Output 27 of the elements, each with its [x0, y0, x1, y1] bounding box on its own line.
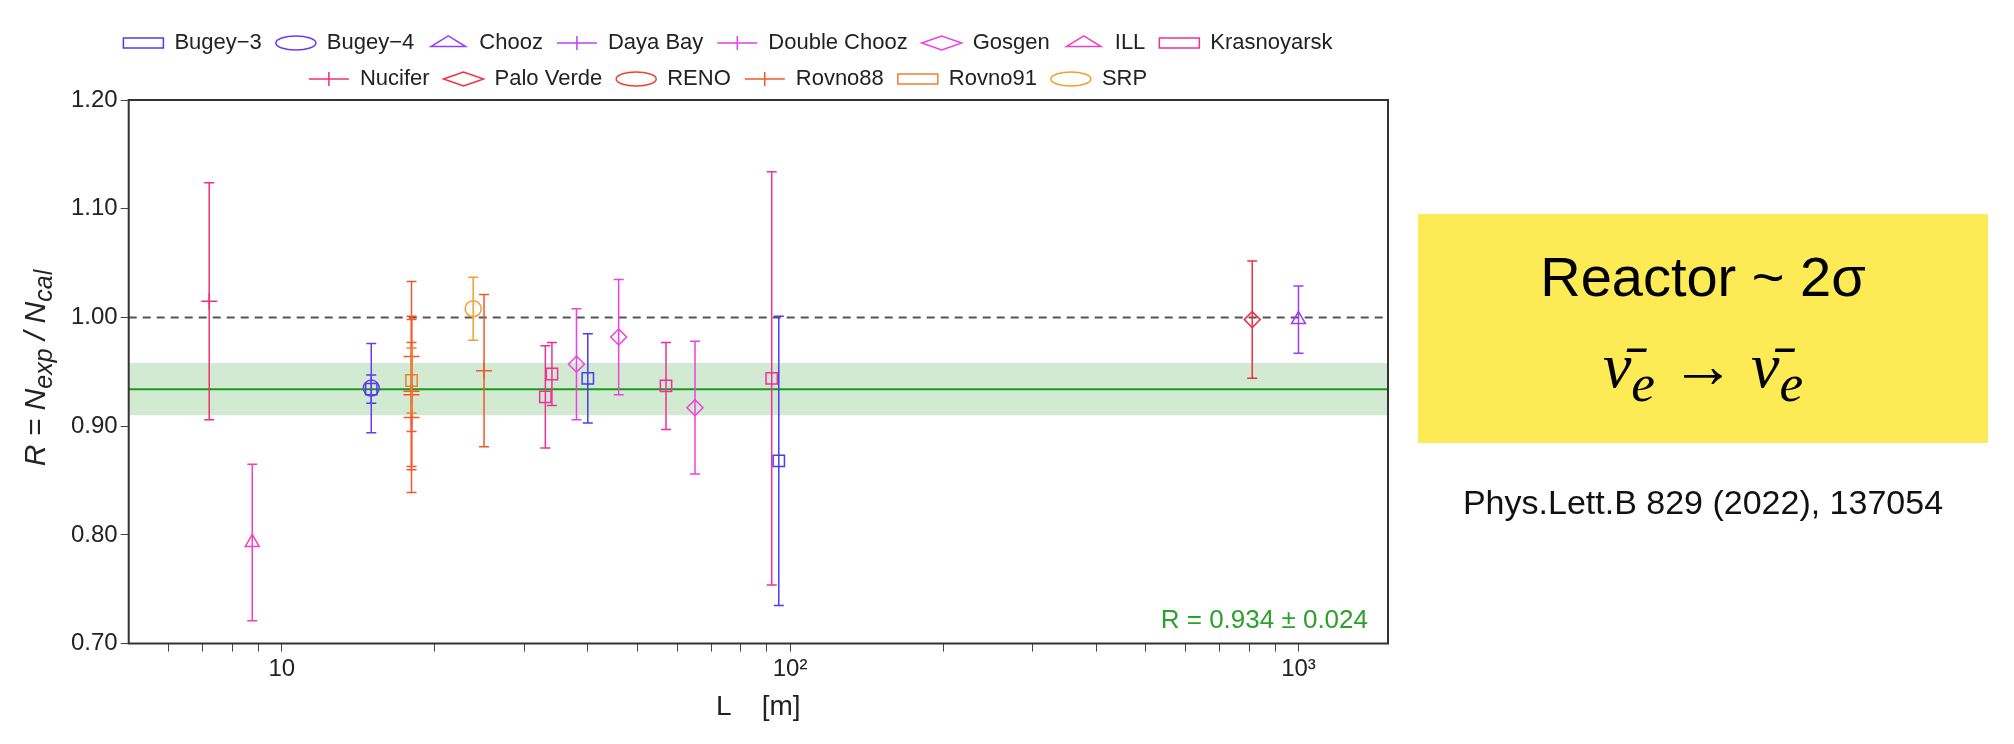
legend-label: RENO	[667, 65, 731, 91]
legend-label: SRP	[1101, 65, 1148, 91]
legend-label: ILL	[1114, 29, 1146, 55]
text: Phys.Lett.B 829 (2022), 137054	[1462, 483, 1944, 523]
legend-label: Bugey−3	[174, 29, 262, 55]
legend-label: Chooz	[479, 29, 543, 55]
legend-label: Rovno88	[795, 65, 884, 91]
y-tick-label: 1.00	[70, 302, 118, 330]
legend-label: Krasnoyarsk	[1210, 29, 1334, 55]
y-tick-label: 0.80	[70, 519, 118, 547]
legend-label: Bugey−4	[326, 29, 415, 55]
legend-label: Rovno91	[948, 65, 1037, 91]
legend-label: Palo Verde	[494, 65, 603, 91]
y-tick-label: 0.70	[70, 628, 118, 656]
x-tick-label: 10³	[1281, 653, 1316, 681]
legend-label: Nucifer	[359, 65, 430, 91]
y-tick-label: 1.10	[70, 193, 118, 221]
x-tick-label: 10	[268, 653, 296, 681]
legend-label: Daya Bay	[607, 29, 704, 55]
x-axis-title: L [m]	[716, 689, 801, 721]
callout-box: Reactor ~ 2σ ν̄$_{e}$ → ν̄$_{e}$	[1418, 213, 1988, 444]
x-tick-label: 10²	[772, 653, 808, 681]
legend-label: Double Chooz	[768, 29, 908, 55]
band-label: R = 0.934 ± 0.024	[1160, 603, 1368, 634]
y-tick-label: 1.20	[70, 84, 118, 112]
y-tick-label: 0.90	[70, 410, 118, 438]
legend-label: Gosgen	[972, 29, 1050, 55]
